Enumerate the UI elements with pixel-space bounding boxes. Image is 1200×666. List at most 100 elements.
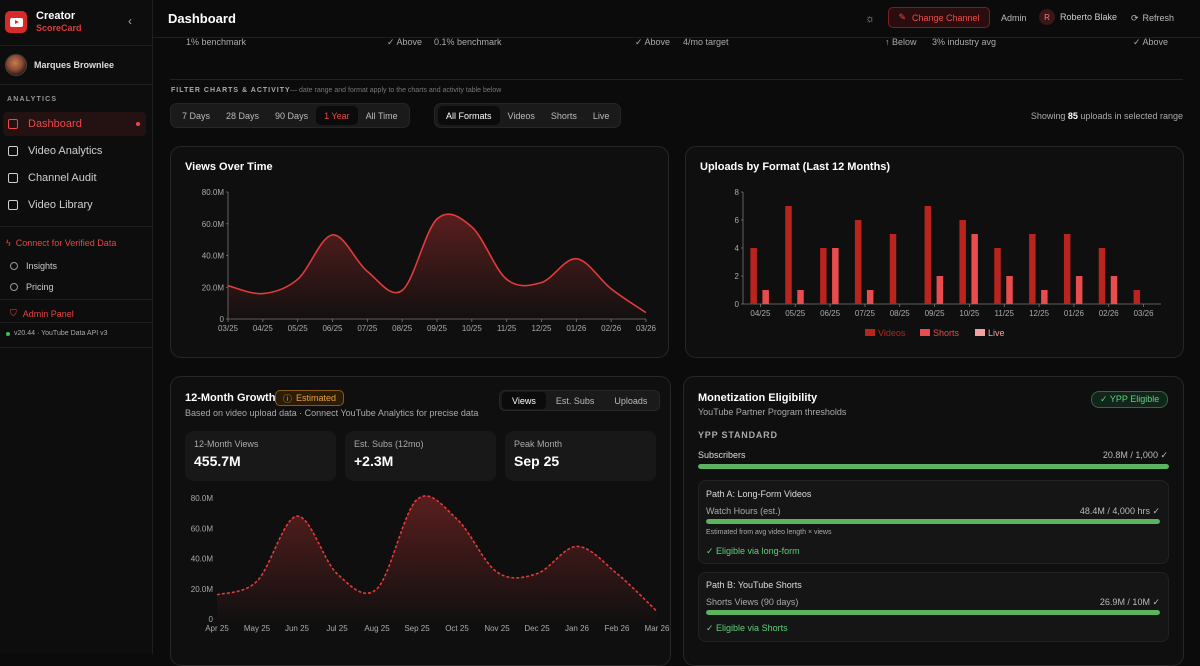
status-dot bbox=[6, 332, 10, 336]
x-tick-label: 08/25 bbox=[392, 324, 413, 333]
x-tick-label: 09/25 bbox=[925, 309, 946, 318]
bar-shorts bbox=[1006, 276, 1013, 304]
ypp-standard-label: YPP STANDARD bbox=[698, 430, 778, 440]
watch-hours-label: Watch Hours (est.) bbox=[706, 506, 781, 516]
sidebar-item-label: Video Analytics bbox=[28, 145, 102, 157]
shorts-views-value: 26.9M / 10M ✓ bbox=[1100, 597, 1160, 608]
tab-uploads[interactable]: Uploads bbox=[604, 392, 657, 409]
stat-label: Est. Subs (12mo) bbox=[354, 439, 487, 449]
bar-shorts bbox=[971, 234, 978, 304]
x-tick-label: 10/25 bbox=[959, 309, 980, 318]
format-all[interactable]: All Formats bbox=[438, 106, 500, 125]
version-label: v20.44 · YouTube Data API v3 bbox=[14, 330, 108, 337]
x-tick-label: Oct 25 bbox=[445, 624, 469, 633]
sidebar-item-video-analytics[interactable]: Video Analytics bbox=[3, 139, 146, 163]
collapse-chevron-icon[interactable]: ‹ bbox=[128, 14, 132, 28]
format-videos[interactable]: Videos bbox=[500, 106, 543, 125]
sidebar-item-label: Channel Audit bbox=[28, 172, 97, 184]
admin-panel-link[interactable]: ⛉Admin Panel bbox=[10, 308, 74, 319]
bar-videos bbox=[890, 234, 897, 304]
y-tick-label: 6 bbox=[735, 216, 740, 225]
x-tick-label: Jan 26 bbox=[565, 624, 590, 633]
y-tick-label: 20.0M bbox=[191, 585, 214, 594]
x-tick-label: 04/25 bbox=[750, 309, 771, 318]
range-28-days[interactable]: 28 Days bbox=[218, 106, 267, 125]
y-tick-label: 0 bbox=[220, 315, 225, 324]
divider bbox=[0, 347, 153, 348]
range-1-year[interactable]: 1 Year bbox=[316, 106, 358, 125]
x-tick-label: Aug 25 bbox=[364, 624, 390, 633]
format-shorts[interactable]: Shorts bbox=[543, 106, 585, 125]
x-tick-label: 06/25 bbox=[820, 309, 841, 318]
shield-icon: ⛉ bbox=[10, 308, 17, 319]
benchmark-text: 1% benchmark bbox=[186, 37, 246, 47]
y-tick-label: 60.0M bbox=[191, 524, 214, 533]
bar-videos bbox=[1099, 248, 1106, 304]
range-all-time[interactable]: All Time bbox=[358, 106, 406, 125]
tab-est-subs[interactable]: Est. Subs bbox=[546, 392, 605, 409]
x-tick-label: 04/25 bbox=[253, 324, 274, 333]
bar-videos bbox=[925, 206, 932, 304]
format-live[interactable]: Live bbox=[585, 106, 618, 125]
refresh-button[interactable]: ⟳Refresh bbox=[1131, 13, 1174, 24]
divider bbox=[0, 226, 153, 227]
brand[interactable]: Creator ScoreCard bbox=[5, 10, 82, 34]
stat-value: +2.3M bbox=[354, 453, 487, 469]
clipboard-icon bbox=[8, 173, 18, 183]
top-user-name: Roberto Blake bbox=[1060, 12, 1117, 22]
user-profile[interactable]: Marques Brownlee bbox=[0, 45, 153, 85]
benchmark-status: ✓ Above bbox=[635, 37, 670, 48]
theme-toggle-icon[interactable]: ☼ bbox=[865, 13, 875, 25]
stat-label: Peak Month bbox=[514, 439, 647, 449]
tab-views[interactable]: Views bbox=[502, 392, 546, 409]
views-chart-title: Views Over Time bbox=[185, 161, 273, 173]
sidebar-item-pricing[interactable]: Pricing bbox=[10, 282, 54, 292]
x-tick-label: 02/26 bbox=[601, 324, 622, 333]
legend-label: Live bbox=[988, 328, 1005, 338]
x-tick-label: Sep 25 bbox=[404, 624, 430, 633]
x-tick-label: Jun 25 bbox=[285, 624, 310, 633]
sidebar-item-video-library[interactable]: Video Library bbox=[3, 193, 146, 217]
brand-subname: ScoreCard bbox=[36, 22, 82, 34]
range-7-days[interactable]: 7 Days bbox=[174, 106, 218, 125]
bar-shorts bbox=[762, 290, 769, 304]
growth-metric-tabs: Views Est. Subs Uploads bbox=[499, 390, 660, 411]
format-selector: All Formats Videos Shorts Live bbox=[434, 103, 621, 128]
x-tick-label: Apr 25 bbox=[205, 624, 229, 633]
bar-shorts bbox=[937, 276, 944, 304]
x-tick-label: 03/25 bbox=[218, 324, 239, 333]
range-90-days[interactable]: 90 Days bbox=[267, 106, 316, 125]
sidebar-item-insights[interactable]: Insights bbox=[10, 261, 57, 271]
x-tick-label: 07/25 bbox=[357, 324, 378, 333]
insights-label: Insights bbox=[26, 261, 57, 271]
active-dot bbox=[136, 122, 140, 126]
x-tick-label: 11/25 bbox=[995, 309, 1015, 318]
brand-name: Creator bbox=[36, 10, 82, 22]
monetization-title: Monetization Eligibility bbox=[698, 392, 817, 404]
pricing-icon bbox=[10, 283, 18, 291]
uploads-chart-title: Uploads by Format (Last 12 Months) bbox=[700, 161, 890, 173]
sidebar-item-dashboard[interactable]: Dashboard bbox=[3, 112, 146, 136]
legend-label: Shorts bbox=[933, 328, 960, 338]
path-b-title: Path B: YouTube Shorts bbox=[706, 580, 802, 590]
upload-count: 85 bbox=[1068, 111, 1078, 121]
connect-label: Connect for Verified Data bbox=[16, 238, 117, 248]
subscribers-label: Subscribers bbox=[698, 450, 746, 460]
y-tick-label: 8 bbox=[735, 188, 740, 197]
bar-chart-icon bbox=[8, 146, 18, 156]
admin-link[interactable]: Admin bbox=[1001, 13, 1027, 23]
benchmark-text: 4/mo target bbox=[683, 37, 729, 47]
views-area bbox=[217, 496, 657, 619]
x-tick-label: Nov 25 bbox=[484, 624, 510, 633]
sidebar-item-channel-audit[interactable]: Channel Audit bbox=[3, 166, 146, 190]
watch-hours-progress bbox=[706, 519, 1160, 524]
x-tick-label: 03/26 bbox=[1134, 309, 1155, 318]
change-channel-button[interactable]: ✎Change Channel bbox=[888, 7, 990, 28]
bar-shorts bbox=[1041, 290, 1048, 304]
